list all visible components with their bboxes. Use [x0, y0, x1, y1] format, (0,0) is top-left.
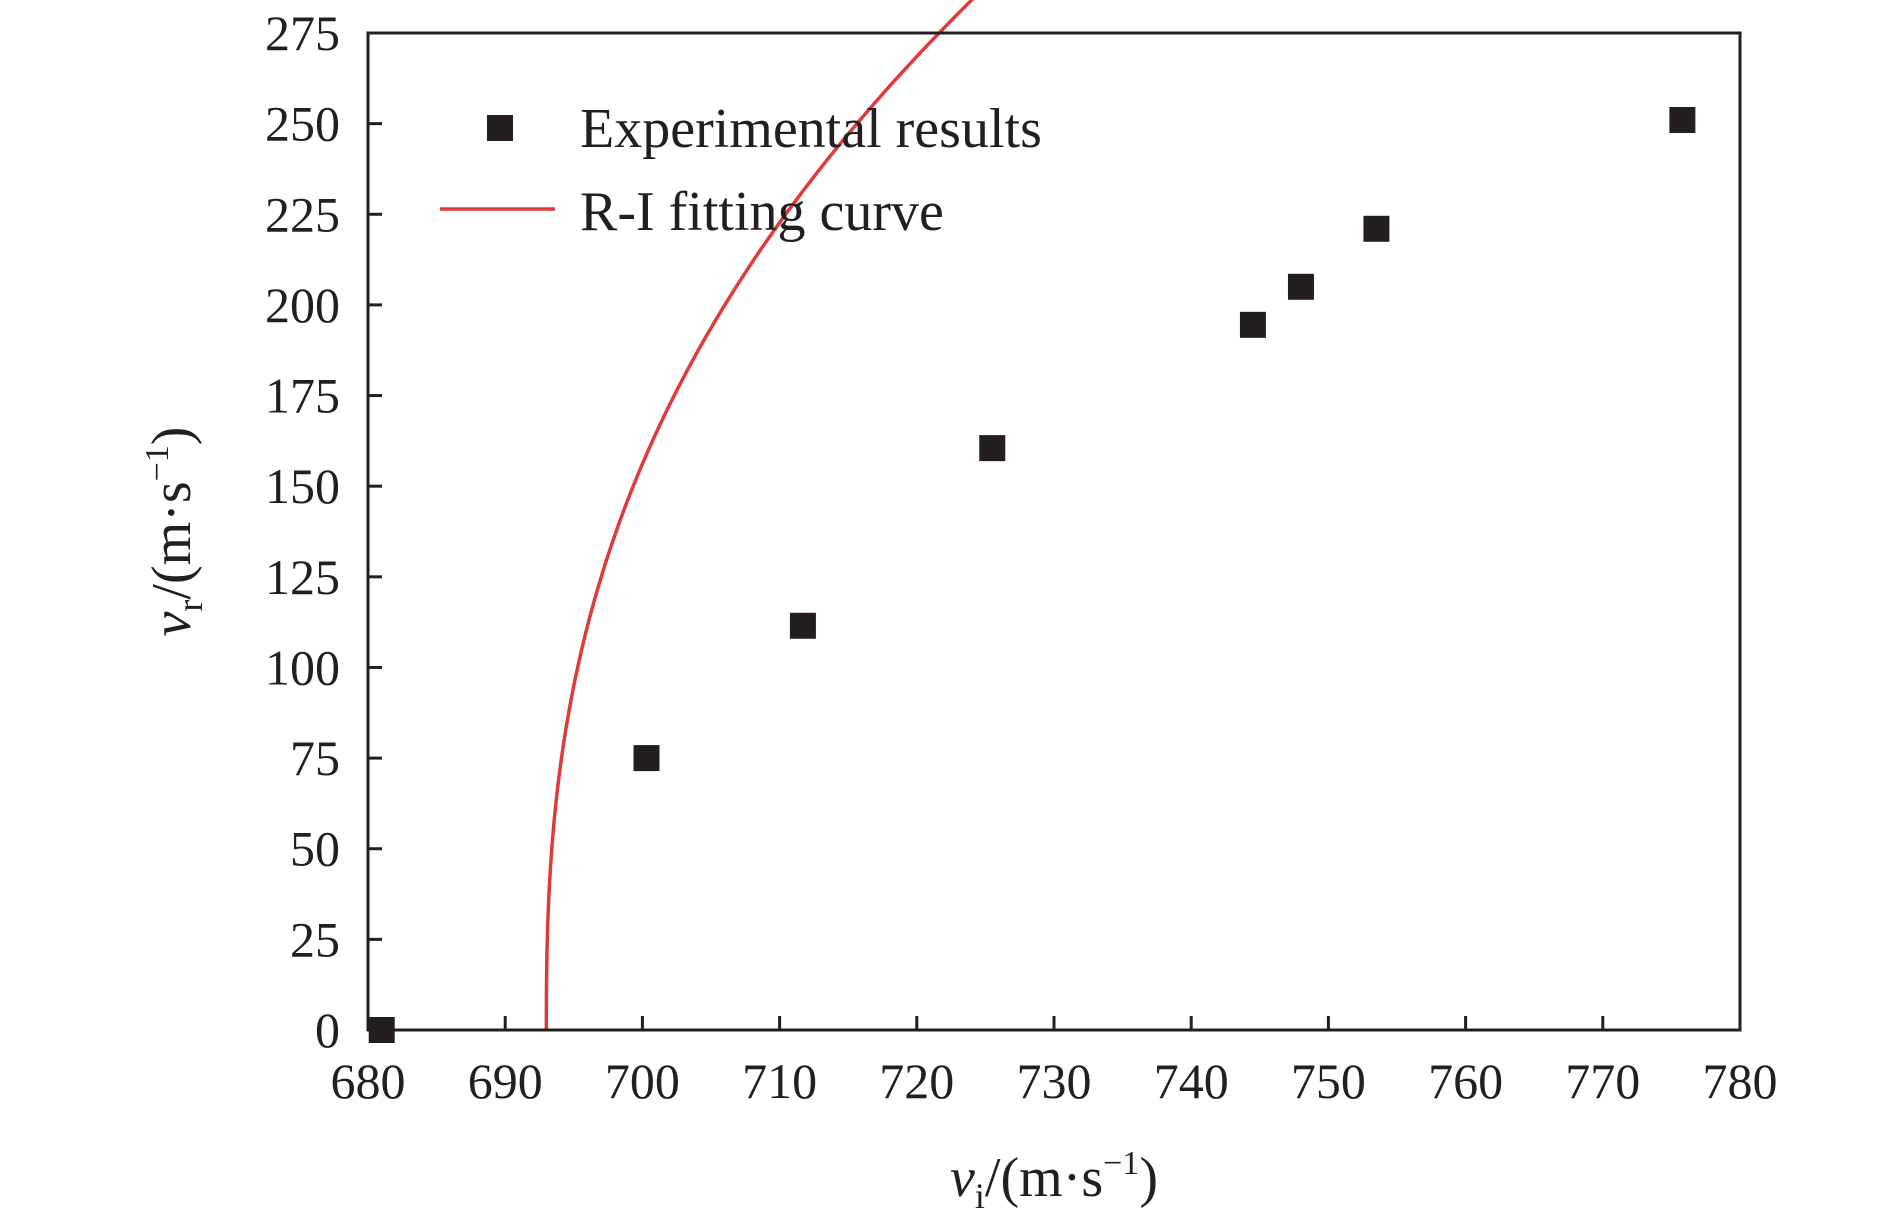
data-point	[633, 745, 660, 772]
x-axis-units-close: )	[1139, 1147, 1158, 1209]
y-tick-label: 75	[290, 730, 340, 786]
ticks	[366, 31, 1742, 1032]
data-point	[1669, 107, 1696, 134]
x-axis-units: /(m·s	[985, 1147, 1103, 1209]
legend-label-experimental: Experimental results	[580, 98, 1042, 160]
x-tick-label: 730	[1017, 1053, 1092, 1109]
legend-label-fitting: R-I fitting curve	[580, 181, 944, 243]
x-axis-subscript: i	[975, 1176, 985, 1216]
x-tick-label: 690	[468, 1053, 543, 1109]
fitting-curve	[544, 0, 975, 1030]
y-tick-label: 100	[265, 639, 340, 695]
y-axis-exponent: −1	[139, 445, 176, 481]
x-tick-label: 770	[1565, 1053, 1640, 1109]
x-tick-label: 710	[742, 1053, 817, 1109]
x-axis-symbol: v	[950, 1147, 975, 1209]
y-tick-label: 275	[265, 5, 340, 61]
y-tick-label: 150	[265, 458, 340, 514]
y-tick-label: 175	[265, 368, 340, 424]
data-points	[368, 107, 1696, 1043]
y-tick-labels: 0 25 50 75 100 125 150 175 200 225 250 275	[265, 5, 340, 1058]
y-tick-label: 200	[265, 277, 340, 333]
x-tick-label: 720	[879, 1053, 954, 1109]
x-tick-label: 780	[1703, 1053, 1778, 1109]
x-tick-label: 700	[605, 1053, 680, 1109]
y-axis-units: /(m·s	[141, 481, 203, 599]
data-point	[1239, 311, 1266, 338]
x-tick-label: 740	[1154, 1053, 1229, 1109]
y-axis-symbol: v	[141, 611, 203, 636]
y-tick-label: 0	[315, 1002, 340, 1058]
x-tick-labels: 680 690 700 710 720 730 740 750 760 770 780	[331, 1053, 1778, 1109]
plot-area	[368, 0, 1696, 1043]
x-tick-label: 750	[1291, 1053, 1366, 1109]
x-tick-label: 680	[331, 1053, 406, 1109]
y-axis-title: vr/(m·s−1)	[139, 427, 210, 637]
x-axis-exponent: −1	[1103, 1145, 1139, 1182]
x-tick-label: 760	[1428, 1053, 1503, 1109]
legend-marker-experimental	[487, 115, 513, 141]
plot-frame	[366, 31, 1742, 1032]
data-point	[979, 435, 1006, 462]
y-axis-units-close: )	[141, 427, 203, 446]
data-point	[789, 612, 816, 639]
data-point	[1287, 273, 1314, 300]
y-tick-label: 50	[290, 821, 340, 877]
y-tick-label: 225	[265, 186, 340, 242]
y-axis-subscript: r	[170, 600, 210, 612]
y-tick-label: 125	[265, 549, 340, 605]
data-point	[1363, 215, 1390, 242]
x-axis-title: vi/(m·s−1)	[950, 1145, 1158, 1216]
y-tick-label: 250	[265, 96, 340, 152]
y-tick-label: 25	[290, 911, 340, 967]
legend: Experimental results R-I fitting curve	[440, 98, 1042, 243]
